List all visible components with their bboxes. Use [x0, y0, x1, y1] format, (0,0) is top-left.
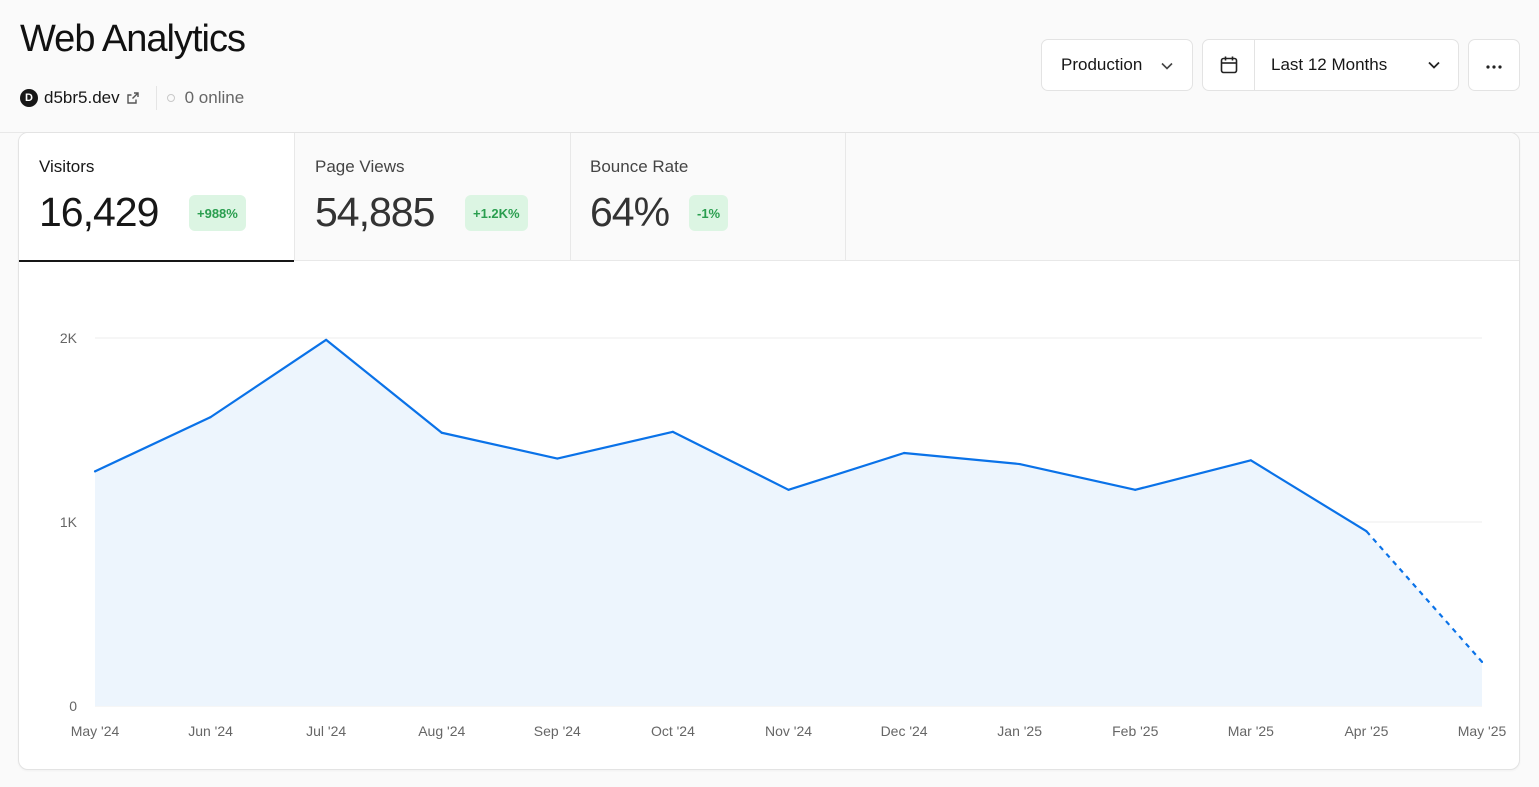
- data-point[interactable]: [1249, 459, 1252, 462]
- x-tick-label: Feb '25: [1112, 723, 1158, 739]
- x-tick-label: Dec '24: [881, 723, 928, 739]
- metric-tabs: Visitors 16,429 +988% Page Views 54,885 …: [19, 133, 1519, 262]
- change-badge: +1.2K%: [465, 195, 528, 231]
- data-point[interactable]: [671, 430, 675, 433]
- data-point[interactable]: [325, 338, 328, 341]
- y-tick-label: 1K: [60, 514, 78, 530]
- site-name-link[interactable]: d5br5.dev: [44, 88, 120, 107]
- tab-label: Visitors: [39, 157, 95, 176]
- x-tick-label: May '24: [71, 723, 120, 739]
- x-tick-label: Jun '24: [188, 723, 233, 739]
- tab-visitors[interactable]: Visitors 16,429 +988%: [19, 133, 295, 262]
- data-point[interactable]: [556, 457, 559, 460]
- data-point[interactable]: [1134, 488, 1137, 491]
- tab-page-views[interactable]: Page Views 54,885 +1.2K%: [295, 133, 571, 261]
- date-range-select[interactable]: Last 12 Months: [1202, 39, 1459, 91]
- site-row: D d5br5.dev 0 online: [20, 86, 244, 110]
- external-link-icon[interactable]: [126, 91, 140, 105]
- environment-label: Production: [1061, 55, 1143, 74]
- x-tick-label: Jan '25: [997, 723, 1042, 739]
- data-point[interactable]: [1365, 530, 1368, 533]
- chevron-down-icon: [1160, 58, 1174, 78]
- data-point[interactable]: [209, 416, 212, 419]
- tab-label: Bounce Rate: [590, 157, 689, 176]
- data-point[interactable]: [440, 431, 443, 434]
- online-count: 0 online: [184, 88, 245, 107]
- divider: [155, 86, 157, 110]
- x-tick-label: Apr '25: [1344, 723, 1388, 739]
- site-avatar: D: [20, 89, 38, 107]
- data-point[interactable]: [1018, 462, 1021, 466]
- y-tick-label: 0: [69, 698, 77, 714]
- x-tick-label: May '25: [1458, 723, 1507, 739]
- change-badge: -1%: [689, 195, 729, 231]
- tab-value: 16,429: [39, 189, 159, 235]
- tab-value: 64%: [590, 189, 670, 235]
- x-tick-label: Aug '24: [418, 723, 465, 739]
- calendar-icon[interactable]: [1203, 40, 1255, 90]
- environment-select[interactable]: Production: [1041, 39, 1193, 91]
- series-area: [95, 339, 1482, 706]
- series-line: [94, 338, 1367, 533]
- x-tick-label: Sep '24: [534, 723, 581, 739]
- analytics-card: Visitors 16,429 +988% Page Views 54,885 …: [18, 132, 1520, 770]
- page-title: Web Analytics: [20, 18, 246, 60]
- y-tick-label: 2K: [60, 330, 78, 346]
- data-point[interactable]: [787, 488, 790, 491]
- tab-value: 54,885: [315, 189, 435, 235]
- online-status-icon: [166, 94, 175, 102]
- more-options-button[interactable]: [1468, 39, 1520, 91]
- data-point[interactable]: [1480, 660, 1484, 663]
- more-icon: [1485, 55, 1503, 75]
- data-point[interactable]: [93, 470, 97, 473]
- x-tick-label: Jul '24: [306, 723, 346, 739]
- data-point[interactable]: [902, 451, 906, 455]
- tab-bounce-rate[interactable]: Bounce Rate 64% -1%: [570, 133, 846, 261]
- x-tick-label: Nov '24: [765, 723, 812, 739]
- chevron-down-icon: [1426, 57, 1442, 78]
- change-badge: +988%: [189, 195, 246, 231]
- tab-label: Page Views: [315, 157, 405, 176]
- x-tick-label: Oct '24: [651, 723, 695, 739]
- x-tick-label: Mar '25: [1228, 723, 1274, 739]
- visitors-chart: 0 1K 2K May '24 Jun '24 Jul '24 Aug '24 Sep '24…: [19, 262, 1519, 769]
- date-range-label: Last 12 Months: [1271, 55, 1388, 74]
